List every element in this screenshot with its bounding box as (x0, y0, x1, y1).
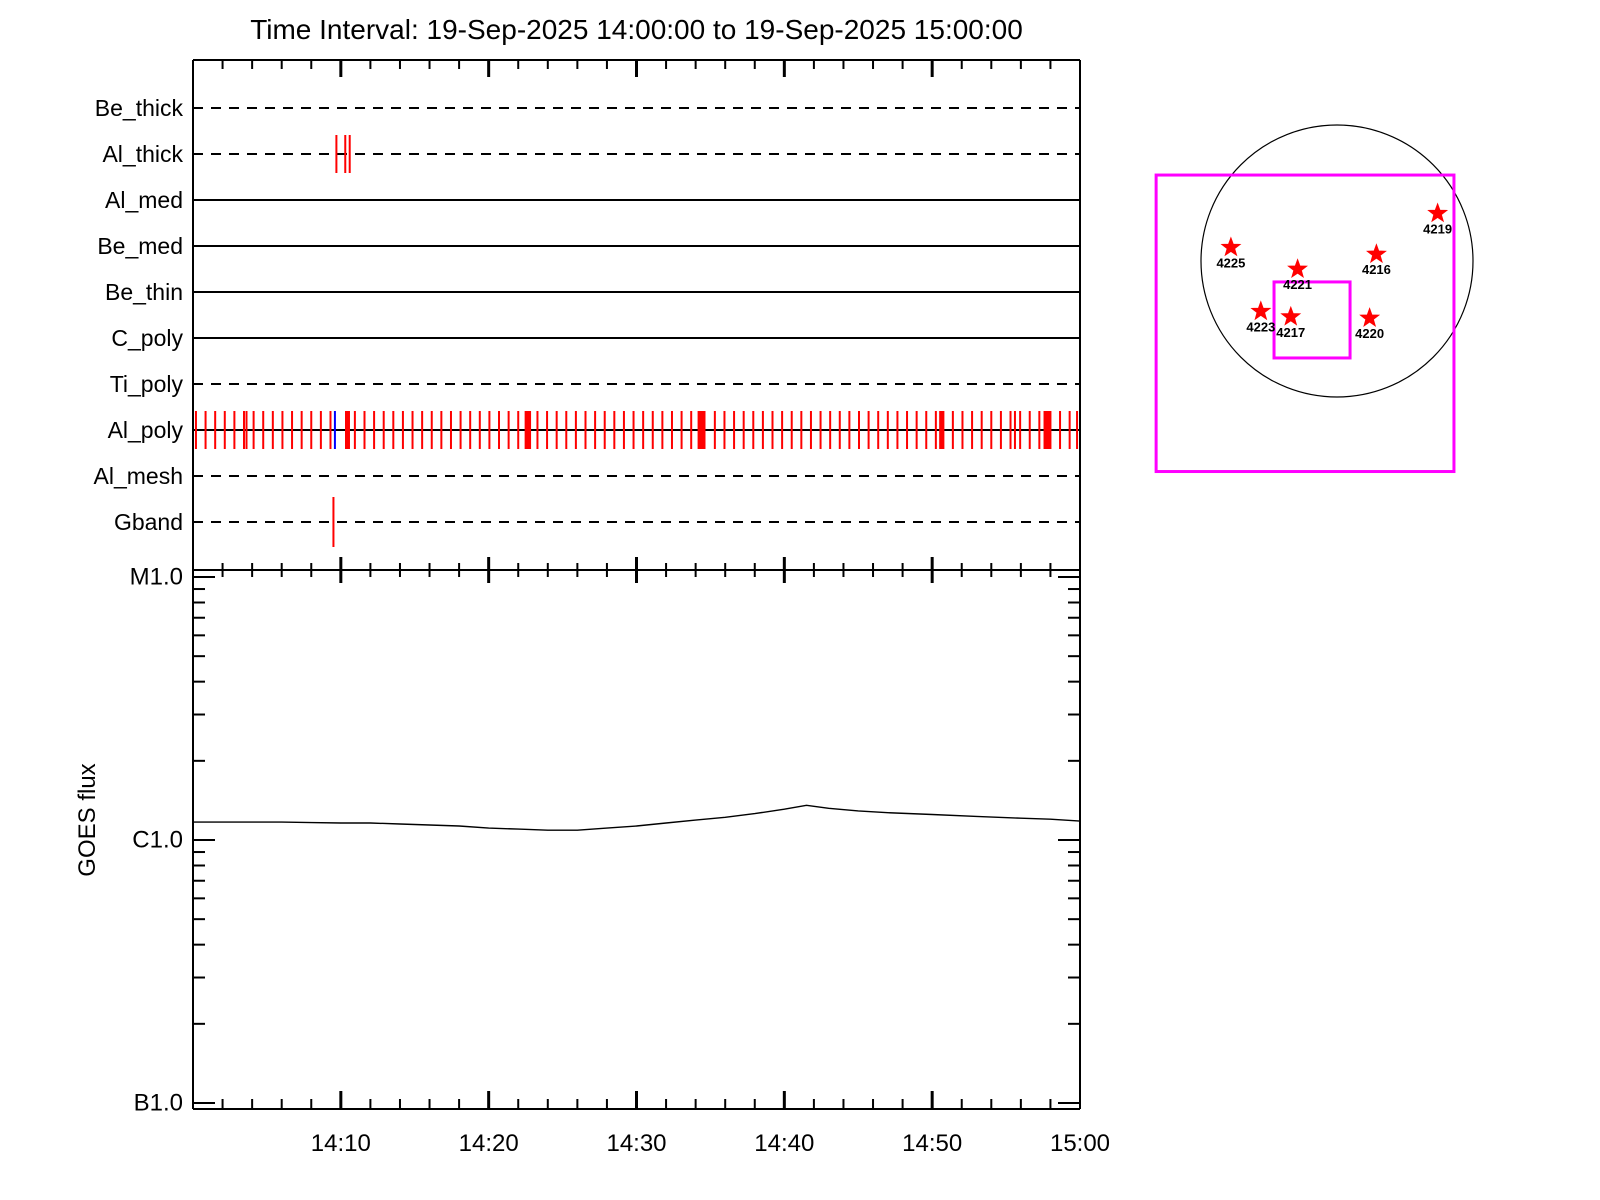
goes-xtick-label: 14:10 (311, 1130, 371, 1157)
solar-limb-circle (1200, 124, 1474, 398)
goes-flux-panel: M1.0 C1.0 B1.0 14:10 14:20 14:30 14:40 14:50 15:… (130, 564, 1110, 1158)
active-region-label-4216: 4216 (1362, 262, 1391, 277)
active-region-label-4223: 4223 (1246, 319, 1275, 334)
filter-label-Al_thick: Al_thick (102, 141, 183, 167)
inner-fov-box (1272, 280, 1352, 360)
goes-xtick-label: 14:50 (902, 1130, 962, 1157)
active-region-star-4225 (1220, 236, 1242, 257)
goes-ytick-label: M1.0 (130, 564, 183, 591)
active-region-star-4219 (1427, 202, 1449, 223)
filter-label-Ti_poly: Ti_poly (110, 371, 184, 397)
filter-label-Al_med: Al_med (105, 187, 183, 213)
goes-ytick-label: C1.0 (132, 827, 183, 854)
goes-xtick-label: 14:30 (606, 1130, 666, 1157)
active-region-star-4216 (1366, 243, 1387, 264)
goes-yaxis-label: GOES flux (74, 763, 101, 877)
filter-label-Gband: Gband (114, 509, 183, 535)
active-region-star-4217 (1280, 305, 1302, 326)
active-region-star-4220 (1359, 307, 1381, 327)
active-region-label-4217: 4217 (1276, 325, 1305, 340)
filter-label-Al_mesh: Al_mesh (94, 463, 183, 489)
filter-label-C_poly: C_poly (111, 325, 183, 351)
solar-disk-map: 4225 4221 4216 4219 4223 4217 4220 (1154, 124, 1474, 474)
exposure-timeline-panel: Be_thick Al_thick Al_med Be_med Be_thin C_pol… (94, 59, 1081, 583)
active-region-star-4223 (1250, 300, 1272, 321)
filter-label-Be_thick: Be_thick (95, 95, 184, 121)
filter-label-Be_med: Be_med (97, 233, 183, 259)
active-region-star-4221 (1287, 258, 1308, 278)
active-region-label-4220: 4220 (1355, 326, 1384, 341)
goes-xtick-label: 14:40 (754, 1130, 814, 1157)
page-title: Time Interval: 19-Sep-2025 14:00:00 to 1… (250, 14, 1023, 45)
active-region-label-4219: 4219 (1423, 221, 1452, 236)
goes-xtick-label: 15:00 (1050, 1130, 1110, 1157)
outer-fov-box (1154, 173, 1456, 474)
goes-ytick-label: B1.0 (134, 1090, 183, 1117)
filter-label-Al_poly: Al_poly (108, 417, 184, 443)
filter-label-Be_thin: Be_thin (105, 279, 183, 305)
goes-xtick-label: 14:20 (459, 1130, 519, 1157)
active-region-label-4225: 4225 (1216, 255, 1245, 270)
goes-flux-curve (193, 804, 1081, 831)
active-region-label-4221: 4221 (1283, 277, 1312, 292)
